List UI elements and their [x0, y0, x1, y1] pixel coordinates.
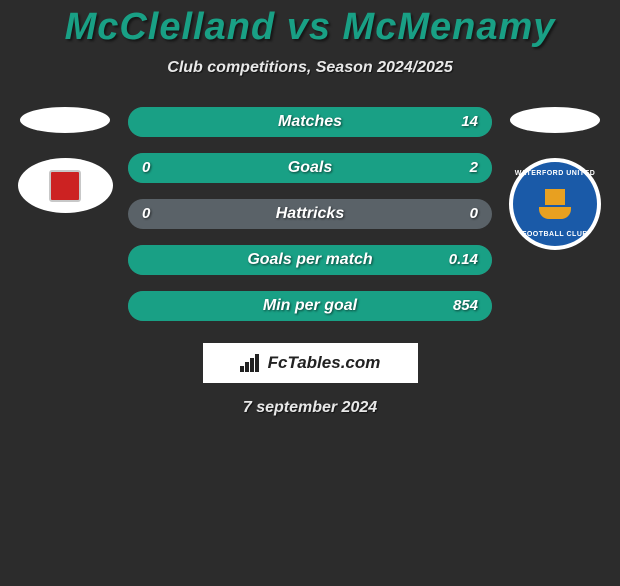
right-team-badge: WATERFORD UNITED FOOTBALL CLUB [509, 158, 601, 250]
stats-column: Matches 14 0 Goals 2 0 Hattricks 0 Goals… [120, 107, 500, 337]
stat-right-value: 14 [461, 107, 478, 137]
comparison-content: Matches 14 0 Goals 2 0 Hattricks 0 Goals… [0, 107, 620, 337]
stat-right-value: 0.14 [449, 245, 478, 275]
right-ellipse [510, 107, 600, 133]
stat-row-goals: 0 Goals 2 [128, 153, 492, 183]
stat-right-value: 854 [453, 291, 478, 321]
stat-label: Matches [128, 107, 492, 137]
date-text: 7 september 2024 [0, 399, 620, 417]
bar-chart-icon [240, 354, 262, 372]
brand-text: FcTables.com [268, 353, 381, 373]
stat-row-hattricks: 0 Hattricks 0 [128, 199, 492, 229]
stat-row-matches: Matches 14 [128, 107, 492, 137]
stat-right-value: 0 [470, 199, 478, 229]
left-side [10, 107, 120, 213]
stat-row-goals-per-match: Goals per match 0.14 [128, 245, 492, 275]
right-side: WATERFORD UNITED FOOTBALL CLUB [500, 107, 610, 250]
subtitle: Club competitions, Season 2024/2025 [0, 59, 620, 77]
stat-label: Min per goal [128, 291, 492, 321]
stat-right-value: 2 [470, 153, 478, 183]
page-title: McClelland vs McMenamy [0, 6, 620, 49]
brand-box: FcTables.com [203, 343, 418, 383]
left-badge-crest [49, 170, 81, 202]
ship-icon [531, 189, 579, 219]
stat-label: Goals per match [128, 245, 492, 275]
left-ellipse [20, 107, 110, 133]
badge-arc-top: WATERFORD UNITED [513, 170, 597, 177]
stat-label: Hattricks [128, 199, 492, 229]
badge-arc-bottom: FOOTBALL CLUB [513, 231, 597, 238]
stat-label: Goals [128, 153, 492, 183]
left-team-badge [18, 158, 113, 213]
stat-row-min-per-goal: Min per goal 854 [128, 291, 492, 321]
